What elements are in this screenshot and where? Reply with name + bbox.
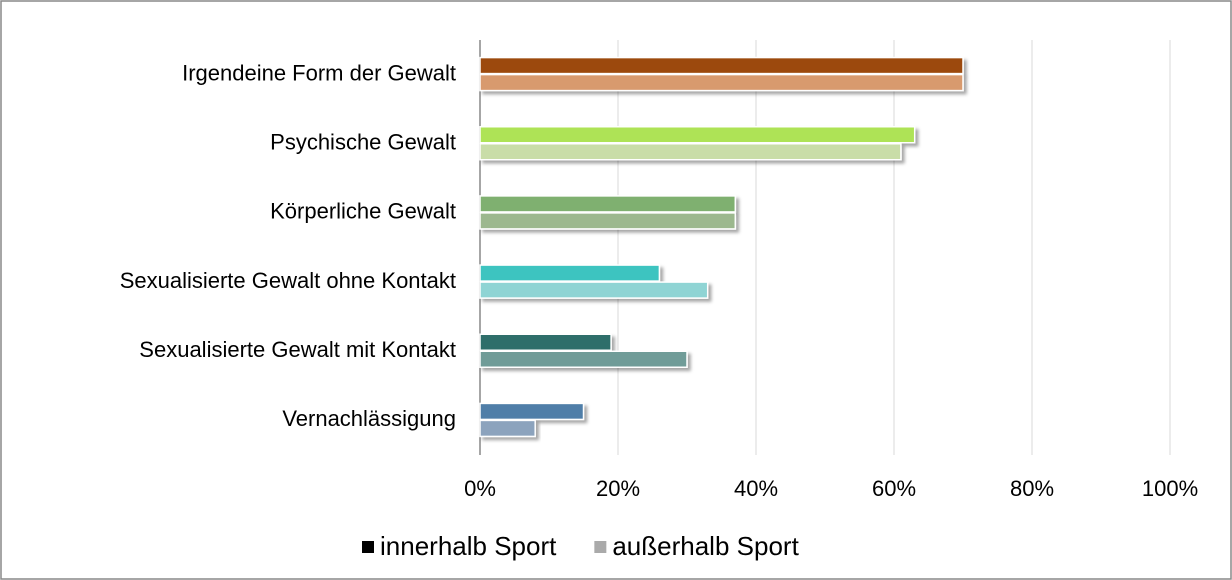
category-label: Irgendeine Form der Gewalt xyxy=(182,60,456,85)
category-label: Sexualisierte Gewalt mit Kontakt xyxy=(139,337,456,362)
x-tick-label: 60% xyxy=(872,476,916,501)
bar xyxy=(479,73,964,92)
x-tick-label: 80% xyxy=(1010,476,1054,501)
bar xyxy=(479,333,612,351)
bar xyxy=(479,195,737,213)
legend-swatch xyxy=(594,541,607,553)
x-tick-label: 100% xyxy=(1142,476,1198,501)
legend-swatch xyxy=(362,541,374,553)
bar xyxy=(479,350,688,368)
bar xyxy=(479,212,737,230)
category-label: Sexualisierte Gewalt ohne Kontakt xyxy=(120,268,456,293)
bar xyxy=(479,419,536,438)
x-tick-label: 20% xyxy=(596,476,640,501)
bar xyxy=(479,264,661,282)
bar xyxy=(479,281,709,299)
x-tick-label: 40% xyxy=(734,476,778,501)
category-label: Psychische Gewalt xyxy=(270,130,456,155)
x-tick-label: 0% xyxy=(464,476,496,501)
category-label: Körperliche Gewalt xyxy=(270,199,456,224)
bar xyxy=(479,402,585,421)
bar xyxy=(479,143,902,161)
legend-label: außerhalb Sport xyxy=(612,531,799,561)
bar xyxy=(479,126,916,144)
bar xyxy=(479,56,964,75)
category-label: Vernachlässigung xyxy=(282,406,456,431)
legend-label: innerhalb Sport xyxy=(380,531,557,561)
